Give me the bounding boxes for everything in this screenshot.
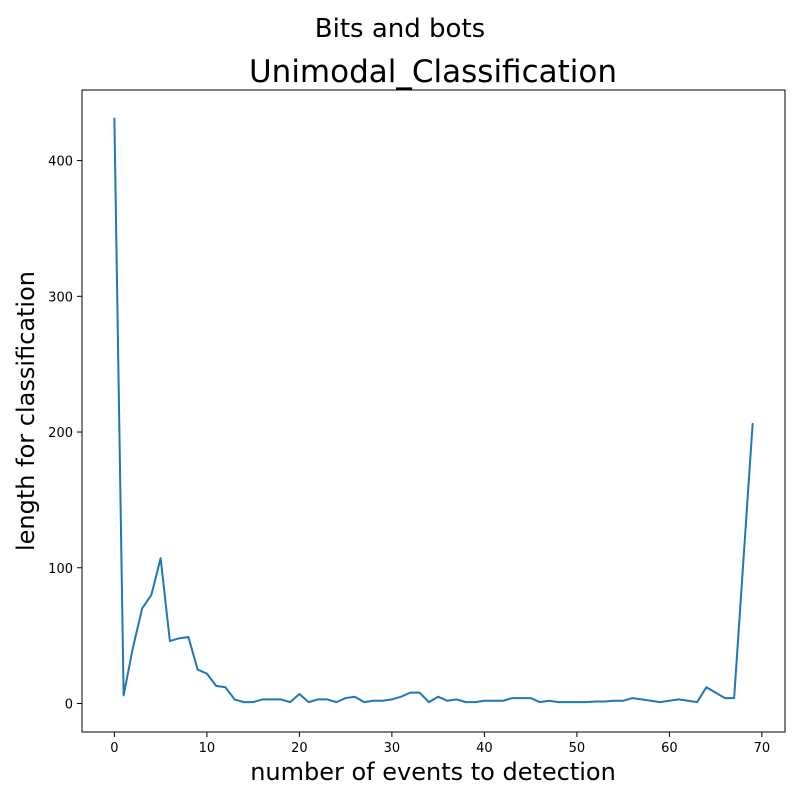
y-tick-label: 0 (65, 697, 73, 712)
x-axis: 0 10 20 30 40 50 60 70 (110, 732, 770, 756)
plot-area-frame (81, 89, 786, 733)
x-tick-label: 50 (569, 741, 586, 756)
y-tick-label: 300 (48, 290, 73, 305)
x-tick-label: 70 (754, 741, 771, 756)
y-tick-label: 100 (48, 562, 73, 577)
y-axis: 0 100 200 300 400 (48, 155, 82, 712)
x-tick-label: 40 (476, 741, 493, 756)
y-tick-label: 200 (48, 426, 73, 441)
x-tick-label: 60 (661, 741, 678, 756)
series-group (113, 117, 754, 704)
y-tick-label: 400 (48, 155, 73, 170)
y-axis-label: length for classification (12, 271, 40, 551)
x-axis-label: number of events to detection (250, 758, 616, 786)
x-tick-label: 0 (110, 741, 118, 756)
x-tick-label: 10 (199, 741, 216, 756)
x-tick-label: 20 (291, 741, 308, 756)
chart-suptitle: Bits and bots (315, 14, 485, 44)
series-line (113, 117, 754, 704)
x-tick-label: 30 (384, 741, 401, 756)
chart-title: Unimodal_Classification (249, 54, 617, 90)
